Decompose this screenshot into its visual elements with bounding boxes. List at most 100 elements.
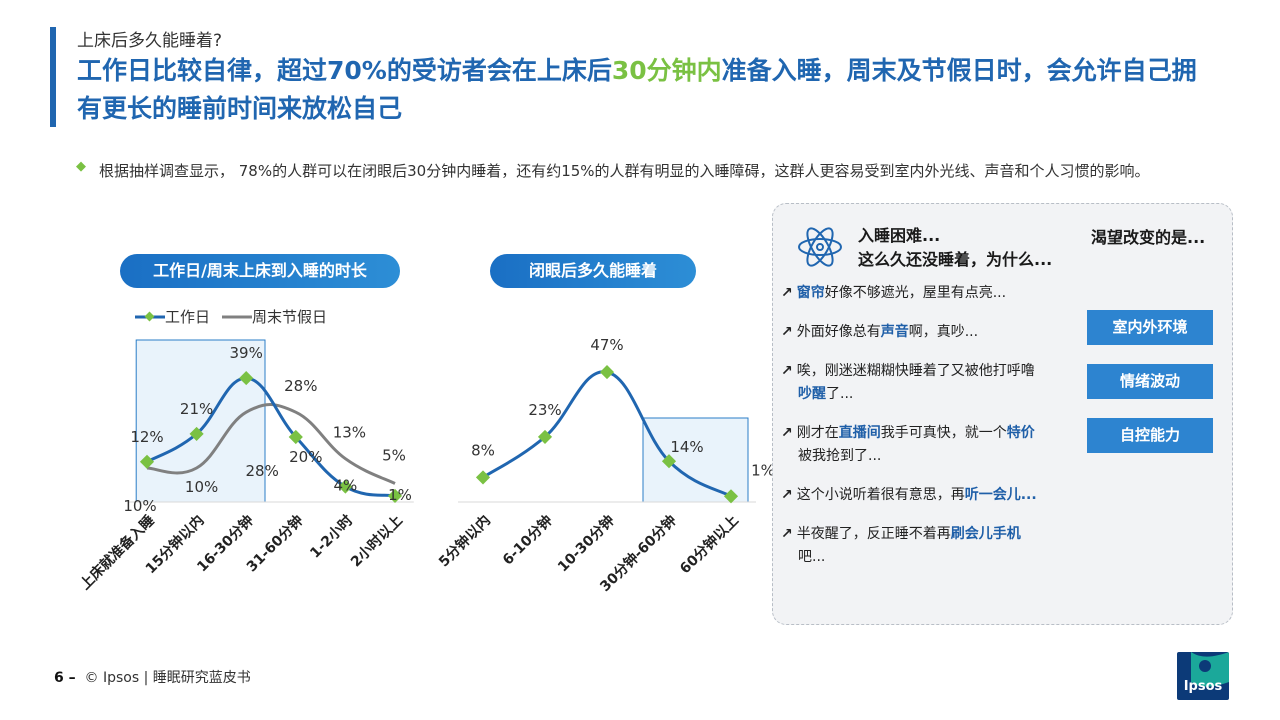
footer-copyright: © Ipsos | 睡眠研究蓝皮书 bbox=[84, 670, 251, 686]
data-label: 13% bbox=[333, 424, 366, 442]
data-point-marker bbox=[661, 454, 677, 469]
data-label: 5% bbox=[382, 447, 406, 465]
quote-keyword: 刷会儿手机 bbox=[950, 526, 1021, 542]
category-tick-label: 10-30分钟 bbox=[554, 512, 617, 575]
category-tick-label: 1-2小时 bbox=[307, 512, 357, 562]
data-label: 1% bbox=[388, 486, 412, 504]
ipsos-logo: Ipsos bbox=[1177, 652, 1229, 700]
arrow-up-right-icon: ↗ bbox=[781, 425, 793, 441]
atom-brain-icon bbox=[798, 227, 842, 267]
data-label: 21% bbox=[180, 400, 213, 418]
category-tick-label: 60分钟以上 bbox=[676, 512, 741, 577]
data-label: 4% bbox=[334, 477, 358, 495]
data-label: 28% bbox=[246, 462, 279, 480]
legend-swatch-weekend bbox=[222, 315, 253, 318]
quote-item: ↗ 刚才在直播间我手可真快，就一个特价被我抢到了... bbox=[781, 422, 1081, 468]
data-label: 28% bbox=[284, 377, 317, 395]
arrow-up-right-icon: ↗ bbox=[781, 487, 793, 503]
category-tick-label: 上床就准备入睡 bbox=[77, 512, 158, 593]
quote-text: 我手可真快，就一个 bbox=[880, 425, 1007, 441]
arrow-up-right-icon: ↗ bbox=[781, 526, 793, 542]
chart2-title-pill: 闭眼后多久能睡着 bbox=[490, 254, 696, 288]
quote-keyword: 吵醒 bbox=[798, 386, 826, 402]
panel-heading-line2: 这么久还没睡着，为什么... bbox=[858, 250, 1053, 269]
quote-text: 外面好像总有 bbox=[796, 324, 881, 340]
legend-item-workday: 工作日 bbox=[135, 306, 210, 327]
intro-text: 根据抽样调查显示， 78%的人群可以在闭眼后30分钟内睡着，还有约15%的人群有… bbox=[99, 162, 1150, 180]
quote-text: 这个小说听着很有意思，再 bbox=[796, 487, 965, 503]
data-point-marker bbox=[338, 479, 353, 494]
page-number: 6 – bbox=[54, 670, 76, 686]
series-line-secondary bbox=[146, 403, 396, 485]
quote-item: ↗ 半夜醒了，反正睡不着再刷会儿手机吧... bbox=[781, 523, 1081, 569]
category-tick-label: 5分钟以内 bbox=[435, 512, 494, 571]
data-label: 14% bbox=[670, 438, 703, 456]
quote-text: 刚才在 bbox=[796, 425, 839, 441]
factor-environment: 室内外环境 bbox=[1087, 310, 1213, 345]
data-point-marker bbox=[387, 488, 403, 503]
quote-keyword: 听一会儿... bbox=[964, 487, 1037, 503]
quote-item: ↗ 窗帘好像不够遮光，屋里有点亮... bbox=[781, 282, 1081, 305]
data-point-marker bbox=[599, 365, 615, 380]
quote-item: ↗ 这个小说听着很有意思，再听一会儿... bbox=[781, 484, 1081, 507]
arrow-up-right-icon: ↗ bbox=[781, 324, 793, 340]
title-part-2: 准备入睡，周末及节假日时，会允许自己拥有更长的睡前时间来放松自己 bbox=[77, 56, 1197, 123]
arrow-up-right-icon: ↗ bbox=[781, 363, 793, 379]
data-point-marker bbox=[537, 429, 553, 444]
arrow-up-right-icon: ↗ bbox=[781, 285, 793, 301]
data-point-marker bbox=[475, 470, 491, 485]
data-point-marker bbox=[189, 426, 204, 441]
title-accent-bar bbox=[50, 27, 56, 127]
chart1-title-pill: 工作日/周末上床到入睡的时长 bbox=[120, 254, 400, 288]
quote-text: 吧... bbox=[798, 549, 826, 565]
legend-item-weekend: 周末节假日 bbox=[222, 306, 327, 327]
footer: 6 – © Ipsos | 睡眠研究蓝皮书 bbox=[54, 667, 251, 687]
quote-text: 被我抢到了... bbox=[798, 448, 882, 464]
quote-keyword: 特价 bbox=[1006, 425, 1035, 441]
insight-panel bbox=[772, 203, 1233, 625]
quote-text: 了... bbox=[826, 386, 854, 402]
logo-text: Ipsos bbox=[1183, 679, 1223, 694]
legend-swatch-workday bbox=[135, 311, 165, 321]
data-label: 8% bbox=[471, 441, 495, 459]
diamond-bullet-icon: ◆ bbox=[76, 159, 86, 174]
data-label: 12% bbox=[130, 428, 163, 446]
page-kicker: 上床后多久能睡着? bbox=[77, 31, 223, 51]
data-label: 39% bbox=[230, 344, 263, 362]
highlight-box bbox=[642, 417, 749, 503]
quote-text: 好像不够遮光，屋里有点亮... bbox=[824, 285, 1007, 301]
legend-label-weekend: 周末节假日 bbox=[252, 308, 328, 326]
quote-keyword: 窗帘 bbox=[796, 285, 825, 301]
title-part-1: 工作日比较自律，超过70%的受访者会在上床后 bbox=[77, 56, 612, 85]
data-point-marker bbox=[139, 454, 155, 469]
quote-text: 啊，真吵... bbox=[908, 324, 979, 340]
factor-self-control: 自控能力 bbox=[1087, 418, 1213, 453]
panel-desire-heading: 渴望改变的是... bbox=[1091, 228, 1206, 247]
quote-keyword: 直播间 bbox=[838, 425, 881, 441]
data-point-marker bbox=[239, 371, 254, 386]
data-point-marker bbox=[723, 489, 739, 504]
data-label: 23% bbox=[528, 401, 561, 419]
data-label: 47% bbox=[590, 336, 623, 354]
quote-text: 半夜醒了，反正睡不着再 bbox=[796, 526, 951, 542]
data-label: 10% bbox=[123, 497, 156, 515]
category-tick-label: 2小时以上 bbox=[347, 512, 406, 571]
data-point-marker bbox=[288, 429, 303, 445]
quote-text: 唉，刚迷迷糊糊快睡着了又被他打呼噜 bbox=[796, 363, 1035, 379]
quote-keyword: 声音 bbox=[880, 324, 909, 340]
panel-heading-line1: 入睡困难... bbox=[858, 226, 941, 245]
legend-label-workday: 工作日 bbox=[165, 308, 211, 326]
page-title: 工作日比较自律，超过70%的受访者会在上床后30分钟内准备入睡，周末及节假日时，… bbox=[77, 52, 1217, 128]
quote-item: ↗ 唉，刚迷迷糊糊快睡着了又被他打呼噜 吵醒了... bbox=[781, 360, 1081, 406]
panel-heading: 入睡困难... 这么久还没睡着，为什么... bbox=[858, 224, 1052, 272]
quote-item: ↗ 外面好像总有声音啊，真吵... bbox=[781, 321, 1081, 344]
data-label: 20% bbox=[289, 448, 322, 466]
chart1-legend: 工作日 周末节假日 bbox=[135, 306, 339, 327]
category-tick-label: 6-10分钟 bbox=[499, 512, 556, 569]
ipsos-logo-mark bbox=[1177, 652, 1229, 700]
highlight-box bbox=[135, 339, 266, 503]
data-label: 1% bbox=[751, 461, 775, 479]
title-highlight: 30分钟内 bbox=[611, 56, 722, 85]
data-label: 10% bbox=[185, 478, 218, 496]
